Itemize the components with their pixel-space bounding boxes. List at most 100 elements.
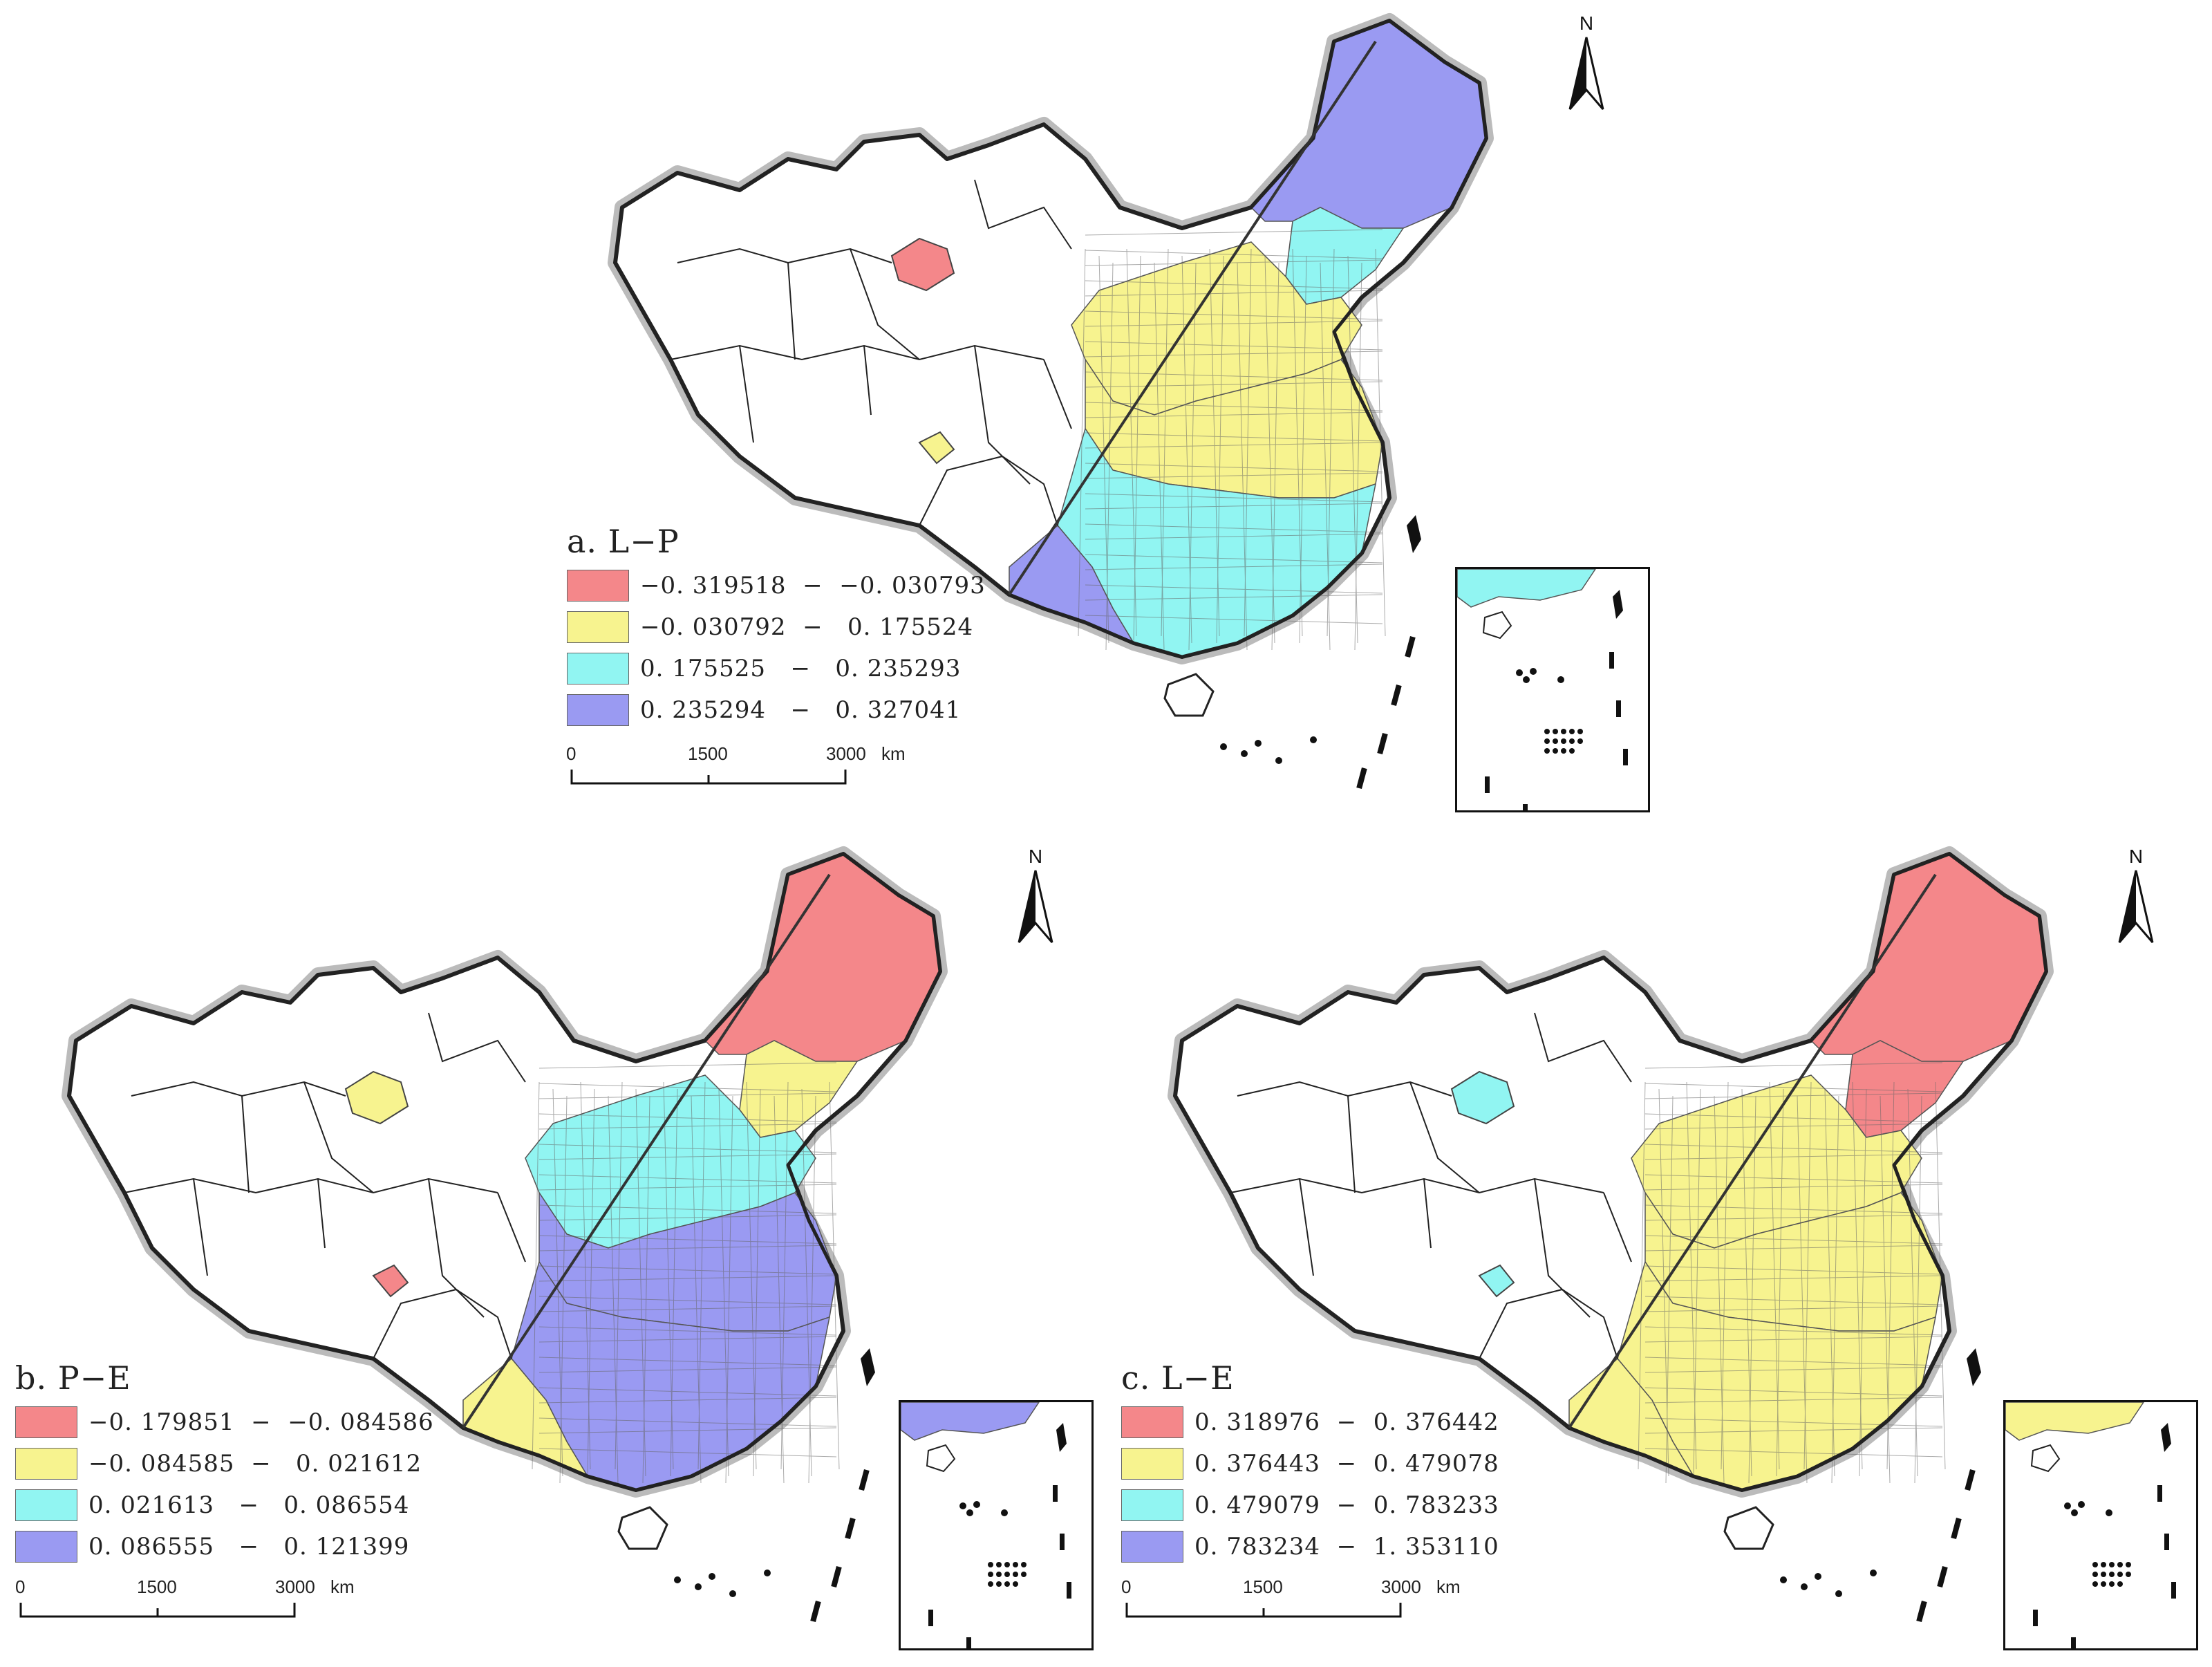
inset-island: [1553, 738, 1558, 744]
region-xinjiang-patch: [890, 237, 955, 292]
inset-island: [2092, 1562, 2098, 1567]
county-line: [1188, 262, 1197, 651]
legend-title-b: b. P−E: [15, 1359, 131, 1397]
inset-island: [1569, 729, 1575, 734]
inset-island: [988, 1572, 993, 1577]
province-boundary: [1534, 1012, 1632, 1083]
legend-item: −0. 084585 − 0. 021612: [15, 1443, 434, 1484]
province-boundary: [1423, 1178, 1432, 1249]
maritime-dash: [1391, 684, 1402, 707]
county-line: [1327, 248, 1335, 637]
scale-bar-b: 0 1500 3000 km: [15, 1576, 355, 1621]
county-line: [1748, 1095, 1756, 1484]
county-line: [1244, 248, 1252, 637]
province-boundary: [787, 262, 796, 360]
scale-unit: km: [1436, 1576, 1461, 1597]
inset-island: [2101, 1572, 2106, 1577]
hainan-island: [617, 1506, 668, 1550]
inset-coast: [1457, 569, 1596, 608]
county-line: [1644, 1448, 1943, 1458]
province-boundary: [317, 1178, 326, 1249]
county-line: [538, 1366, 837, 1373]
county-line: [1085, 259, 1383, 266]
island-dot: [1815, 1573, 1821, 1580]
county-line: [1644, 1275, 1943, 1282]
north-arrow-icon: [1018, 870, 1053, 943]
legend-c: c. L−E 0. 318976 − 0. 376442 0. 376443 −…: [1121, 1359, 1499, 1567]
county-line: [538, 1062, 837, 1069]
legend-swatch: [567, 611, 629, 643]
county-line: [1859, 1088, 1867, 1477]
county-line: [1085, 493, 1383, 503]
county-line: [1644, 1092, 1943, 1099]
county-line: [1085, 554, 1383, 564]
county-line: [1644, 1153, 1943, 1160]
maritime-dash: [845, 1518, 856, 1540]
scale-unit: km: [881, 743, 906, 764]
county-line: [1078, 248, 1086, 637]
inset-island: [2101, 1581, 2106, 1587]
inset-island: [1523, 676, 1530, 683]
island-dot: [1835, 1590, 1842, 1597]
county-line: [642, 1095, 650, 1484]
inset-dash: [2164, 1534, 2169, 1550]
island-dot: [1780, 1576, 1787, 1583]
county-line: [538, 1417, 837, 1427]
north-arrow-icon: [1568, 37, 1604, 110]
scale-tick-1500: 1500: [688, 743, 728, 764]
county-line: [1085, 442, 1383, 449]
inset-island: [988, 1581, 993, 1587]
county-line: [532, 1081, 540, 1470]
county-line: [538, 1184, 837, 1191]
south-china-sea-inset-c: [2003, 1400, 2198, 1650]
scale-tick-0: 0: [1121, 1576, 1132, 1597]
island-dot: [695, 1583, 702, 1590]
country-border-top: [613, 19, 1488, 659]
legend-range: 0. 235294 − 0. 327041: [640, 696, 962, 724]
province-boundary: [241, 1095, 250, 1193]
province-boundary: [428, 1012, 526, 1083]
legend-item: 0. 235294 − 0. 327041: [567, 689, 986, 731]
inset-island: [996, 1572, 1002, 1577]
inset-island: [2117, 1581, 2123, 1587]
country-border-top: [67, 852, 942, 1492]
inset-island: [2126, 1562, 2131, 1567]
legend-title-c: c. L−E: [1121, 1359, 1235, 1397]
map-group: [62, 846, 948, 1623]
county-line: [538, 1123, 837, 1130]
inset-island: [1577, 738, 1583, 744]
inset-dash: [1067, 1582, 1071, 1599]
county-line: [1644, 1387, 1943, 1397]
legend-range: 0. 479079 − 0. 783233: [1194, 1491, 1499, 1519]
scale-tick-1500: 1500: [1243, 1576, 1283, 1597]
scale-bar-a: 0 1500 3000 km: [566, 743, 906, 788]
island-dot: [1241, 750, 1248, 757]
inset-island: [1569, 748, 1575, 754]
inset-island: [966, 1509, 973, 1516]
county-line: [1085, 320, 1383, 327]
legend-item: 0. 376443 − 0. 479078: [1121, 1443, 1499, 1484]
inset-island: [2109, 1562, 2115, 1567]
legend-range: −0. 179851 − −0. 084586: [88, 1408, 434, 1436]
inset-island: [2109, 1581, 2115, 1587]
legend-item: 0. 021613 − 0. 086554: [15, 1484, 434, 1526]
legend-swatch: [567, 694, 629, 726]
county-line: [1085, 523, 1383, 533]
inset-island: [1004, 1581, 1010, 1587]
legend-range: 0. 021613 − 0. 086554: [88, 1491, 410, 1519]
island-dot: [729, 1590, 736, 1597]
province-boundary: [919, 455, 1058, 526]
inset-hainan: [1482, 611, 1512, 640]
county-line: [697, 1081, 706, 1470]
division-line: [1568, 873, 1937, 1429]
county-boundaries: [1638, 1062, 1946, 1484]
inset-island: [1004, 1572, 1010, 1577]
inset-island: [1530, 668, 1537, 675]
inset-hainan: [2030, 1444, 2061, 1473]
maritime-dash: [1377, 733, 1388, 755]
county-line: [808, 1095, 816, 1484]
county-line: [538, 1387, 837, 1397]
map-group: [1168, 846, 2054, 1623]
inset-island: [1561, 738, 1566, 744]
inset-island: [1553, 748, 1558, 754]
